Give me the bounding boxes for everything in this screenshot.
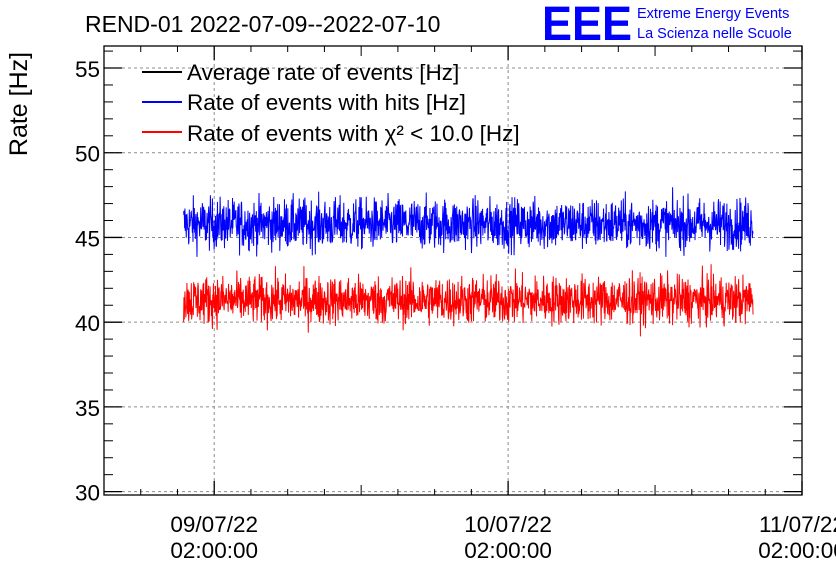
y-axis-label: Rate [Hz] [5,52,33,156]
x-tick-time-label: 02:00:00 [464,538,552,563]
x-tick-time-label: 02:00:00 [758,538,836,563]
x-tick-date-label: 10/07/22 [464,512,552,537]
y-tick-label: 40 [75,311,100,336]
legend-label-hits: Rate of events with hits [Hz] [187,90,466,115]
y-tick-label: 30 [75,481,100,506]
x-tick-date-label: 11/07/22 [759,512,836,537]
series-hits-line [183,187,754,257]
y-tick-label: 50 [75,142,100,167]
y-tick-label: 35 [75,396,100,421]
eee-logo: EEE [542,0,632,51]
plot-frame [103,45,803,496]
tick-labels: 30354045505509/07/2202:00:0010/07/2202:0… [75,57,836,563]
grid [104,46,802,495]
legend-label-chi2: Rate of events with χ² < 10.0 [Hz] [187,121,520,146]
y-tick-label: 55 [75,57,100,82]
chart-title: REND-01 2022-07-09--2022-07-10 [85,11,440,37]
legend: Average rate of events [Hz] Rate of even… [142,60,520,146]
series-chi2-line [183,264,754,337]
org-name-line1: Extreme Energy Events [637,6,789,22]
x-tick-time-label: 02:00:00 [170,538,258,563]
org-name-line2: La Scienza nelle Scuole [637,26,792,42]
axis-ticks [103,46,803,495]
series-lines [183,187,754,337]
legend-label-average: Average rate of events [Hz] [187,60,459,85]
x-tick-date-label: 09/07/22 [170,512,258,537]
y-tick-label: 45 [75,226,100,251]
